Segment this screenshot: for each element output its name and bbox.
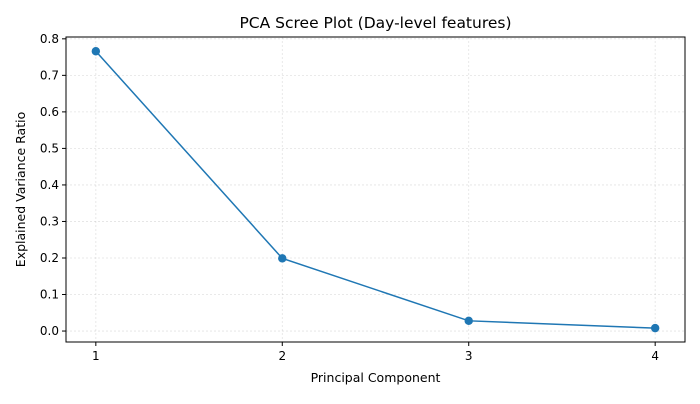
- axis-ticks: 1 2 3 4 0.0 0.1 0.2 0.3 0.4 0.5 0.6 0.7 0.8: [40, 32, 659, 363]
- y-tick-label: 0.3: [40, 214, 59, 228]
- y-tick-label: 0.4: [40, 178, 59, 192]
- x-tick-label: 2: [278, 349, 286, 363]
- y-tick-label: 0.6: [40, 105, 59, 119]
- x-tick-label: 3: [465, 349, 473, 363]
- series-line: [95, 50, 656, 329]
- x-axis-label: Principal Component: [311, 370, 441, 385]
- y-tick-label: 0.1: [40, 288, 59, 302]
- x-tick-label: 4: [651, 349, 659, 363]
- y-tick-label: 0.7: [40, 68, 59, 82]
- y-axis-label: Explained Variance Ratio: [13, 112, 28, 267]
- chart-title: PCA Scree Plot (Day-level features): [239, 14, 511, 32]
- data-point: [650, 323, 660, 333]
- grid-lines: [66, 37, 685, 342]
- data-point: [91, 47, 101, 56]
- data-point: [464, 316, 473, 326]
- y-tick-label: 0.0: [40, 324, 59, 338]
- y-tick-label: 0.2: [40, 251, 59, 265]
- plot-frame: [65, 36, 686, 343]
- y-tick-label: 0.8: [40, 32, 59, 46]
- y-tick-label: 0.5: [40, 141, 59, 155]
- series-layer: [91, 47, 660, 333]
- x-tick-label: 1: [92, 349, 100, 363]
- data-point: [278, 254, 287, 263]
